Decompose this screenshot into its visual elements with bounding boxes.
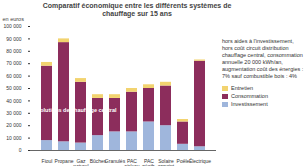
svg-text:Bûches: Bûches (89, 158, 107, 165)
svg-text:Granulés: Granulés (105, 158, 126, 164)
svg-text:0: 0 (19, 147, 22, 153)
html-text:hors aides à l'investissement,: hors aides à l'investissement, hors coût… (222, 38, 304, 79)
svg-text:100 000: 100 000 (3, 23, 21, 29)
svg-text:Solutions de chauffage central: Solutions de chauffage central (37, 107, 118, 113)
html-text:Consommation: Consommation (231, 92, 268, 99)
svg-text:10 000: 10 000 (6, 135, 22, 141)
svg-text:90 000: 90 000 (6, 36, 22, 42)
svg-text:Gaznaturel: Gaznaturel (73, 158, 88, 166)
svg-text:70 000: 70 000 (6, 60, 22, 66)
svg-text:60 000: 60 000 (6, 73, 22, 79)
svg-text:50 000: 50 000 (6, 85, 22, 91)
html-text:Entretien: Entretien (231, 84, 253, 91)
svg-text:30 000: 30 000 (6, 110, 22, 116)
svg-text:PACair/eau: PACair/eau (124, 158, 140, 166)
svg-text:Fioul: Fioul (42, 158, 53, 164)
svg-text:40 000: 40 000 (6, 98, 22, 104)
svg-text:20 000: 20 000 (6, 122, 22, 128)
html-text:Investissement: Investissement (231, 100, 268, 107)
svg-text:Propane: Propane (55, 158, 74, 164)
svg-text:80 000: 80 000 (6, 48, 22, 54)
svg-text:Poêle: Poêle (177, 158, 190, 164)
svg-text:Solaireappoint: Solaireappoint (158, 158, 175, 166)
svg-text:Électrique: Électrique (189, 158, 211, 164)
html-text:Comparatif économique entre le: Comparatif économique entre les différen… (42, 2, 232, 17)
svg-text:en euros: en euros (3, 16, 25, 22)
svg-text:PACgéoth.: PACgéoth. (142, 158, 156, 166)
